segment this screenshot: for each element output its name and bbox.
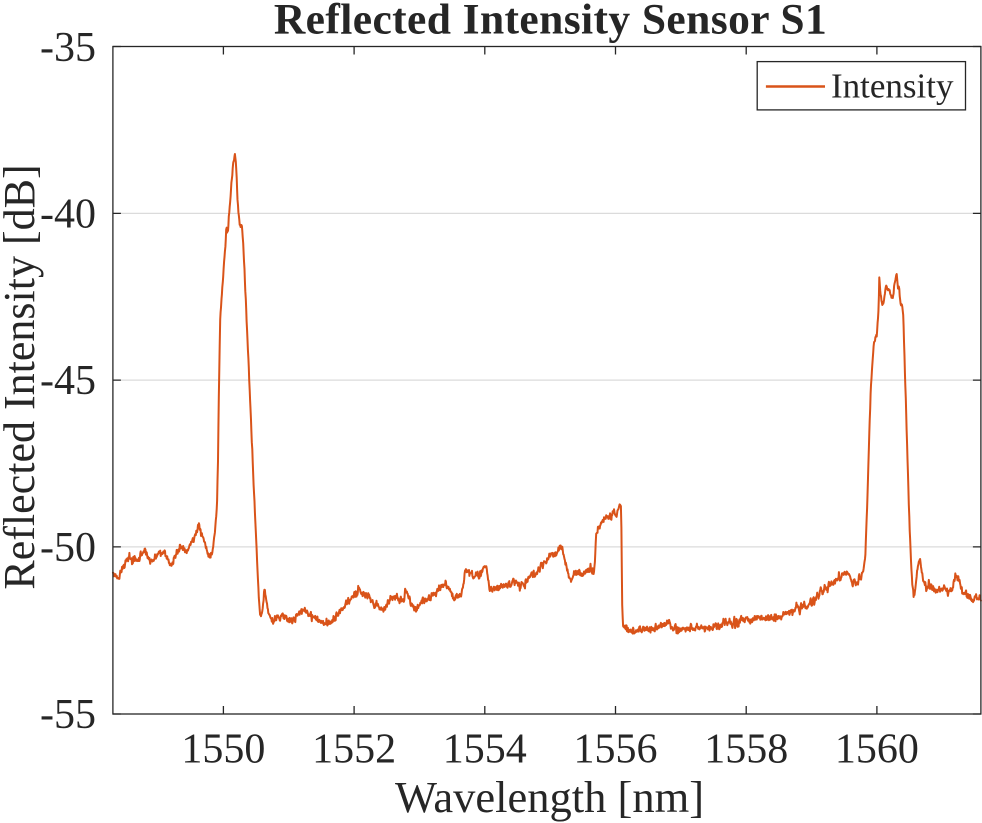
svg-text:Reflected Intensity Sensor S1: Reflected Intensity Sensor S1 (274, 0, 827, 44)
svg-text:1552: 1552 (312, 727, 396, 773)
svg-text:-50: -50 (40, 525, 96, 571)
svg-text:Intensity: Intensity (831, 67, 954, 106)
svg-text:1554: 1554 (443, 727, 527, 773)
svg-text:Reflected Intensity [dB]: Reflected Intensity [dB] (0, 164, 44, 589)
svg-text:1560: 1560 (835, 727, 919, 773)
svg-text:-55: -55 (40, 692, 96, 738)
svg-text:Wavelength [nm]: Wavelength [nm] (395, 772, 704, 822)
svg-text:1558: 1558 (704, 727, 788, 773)
svg-text:-35: -35 (40, 25, 96, 71)
svg-text:-40: -40 (40, 192, 96, 238)
svg-text:1556: 1556 (574, 727, 658, 773)
svg-text:1550: 1550 (181, 727, 265, 773)
svg-text:-45: -45 (40, 358, 96, 404)
